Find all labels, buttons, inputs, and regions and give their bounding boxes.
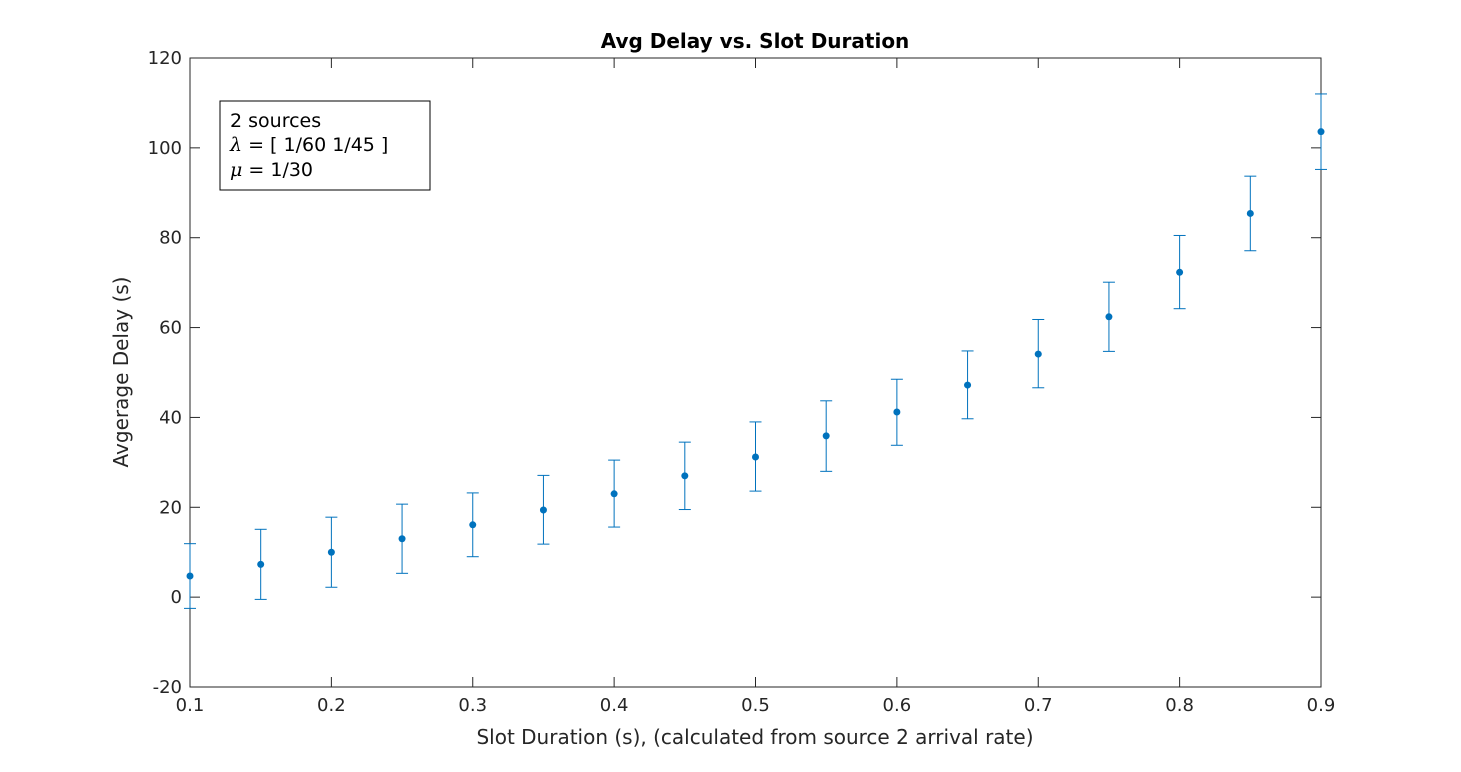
data-point: [186, 572, 194, 580]
x-tick-label: 0.3: [458, 695, 487, 716]
annotation-line-2-text: = [ 1/60 1/45 ]: [242, 134, 388, 156]
x-tick-label: 0.4: [600, 695, 629, 716]
annotation-line-2: λ = [ 1/60 1/45 ]: [229, 134, 388, 156]
chart-title: Avg Delay vs. Slot Duration: [601, 29, 910, 53]
data-point: [681, 472, 689, 480]
data-point: [752, 453, 759, 461]
data-point: [1246, 209, 1254, 217]
y-axis-label: Avgerage Delay (s): [109, 277, 133, 468]
x-axis-label: Slot Duration (s), (calculated from sour…: [476, 725, 1033, 749]
data-point: [398, 535, 406, 543]
annotation-line-3: μ = 1/30: [230, 159, 313, 181]
data-point: [1105, 313, 1113, 321]
x-tick-label: 0.2: [317, 695, 346, 716]
annotation-line-1: 2 sources: [230, 110, 321, 132]
y-tick-label: 40: [159, 407, 182, 428]
y-tick-label: 0: [171, 587, 182, 608]
axis-ticks: [189, 57, 1322, 688]
x-tick-label: 0.9: [1307, 695, 1336, 716]
data-points: [186, 128, 1325, 580]
x-tick-label: 0.5: [741, 695, 770, 716]
lambda-symbol: λ: [229, 134, 242, 156]
annotation-line-1-text: 2 sources: [230, 110, 321, 132]
data-point: [610, 490, 618, 498]
data-point: [822, 432, 830, 440]
annotation-frame: [219, 100, 431, 191]
data-point: [539, 506, 547, 514]
data-point: [893, 408, 901, 416]
y-tick-label: 80: [159, 228, 182, 249]
x-tick-label: 0.8: [1165, 695, 1194, 716]
x-tick-label: 0.1: [176, 695, 205, 716]
annotation-line-3-text: = 1/30: [242, 159, 313, 181]
tick-labels: 0.1 0.2 0.3 0.4 0.5 0.6 0.7 0.8 0.9 -20 0 20 40 60 80 1…: [148, 48, 1336, 716]
data-point: [469, 521, 477, 529]
annotation-box: 2 sources λ = [ 1/60 1/45 ] μ = 1/30: [219, 100, 431, 191]
data-point: [327, 548, 335, 556]
y-tick-label: 20: [159, 497, 182, 518]
x-tick-label: 0.6: [883, 695, 912, 716]
data-point: [257, 560, 265, 568]
data-point: [1176, 268, 1184, 276]
data-point: [1317, 128, 1325, 136]
x-tick-label: 0.7: [1024, 695, 1053, 716]
mu-symbol: μ: [230, 159, 242, 181]
data-point: [1034, 350, 1042, 358]
y-tick-label: 60: [159, 318, 182, 339]
y-tick-label: -20: [153, 677, 182, 698]
y-tick-label: 120: [148, 48, 182, 69]
data-point: [964, 381, 972, 389]
y-tick-label: 100: [148, 138, 182, 159]
